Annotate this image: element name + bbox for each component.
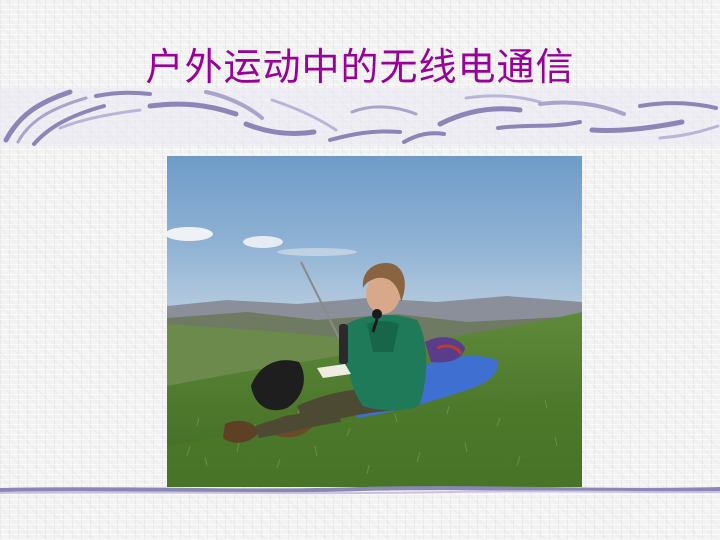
bottom-decoration-line bbox=[0, 486, 720, 495]
outdoor-radio-operator-photo bbox=[167, 156, 582, 487]
slide-title: 户外运动中的无线电通信 bbox=[145, 45, 575, 89]
title-decoration-band bbox=[0, 88, 720, 146]
